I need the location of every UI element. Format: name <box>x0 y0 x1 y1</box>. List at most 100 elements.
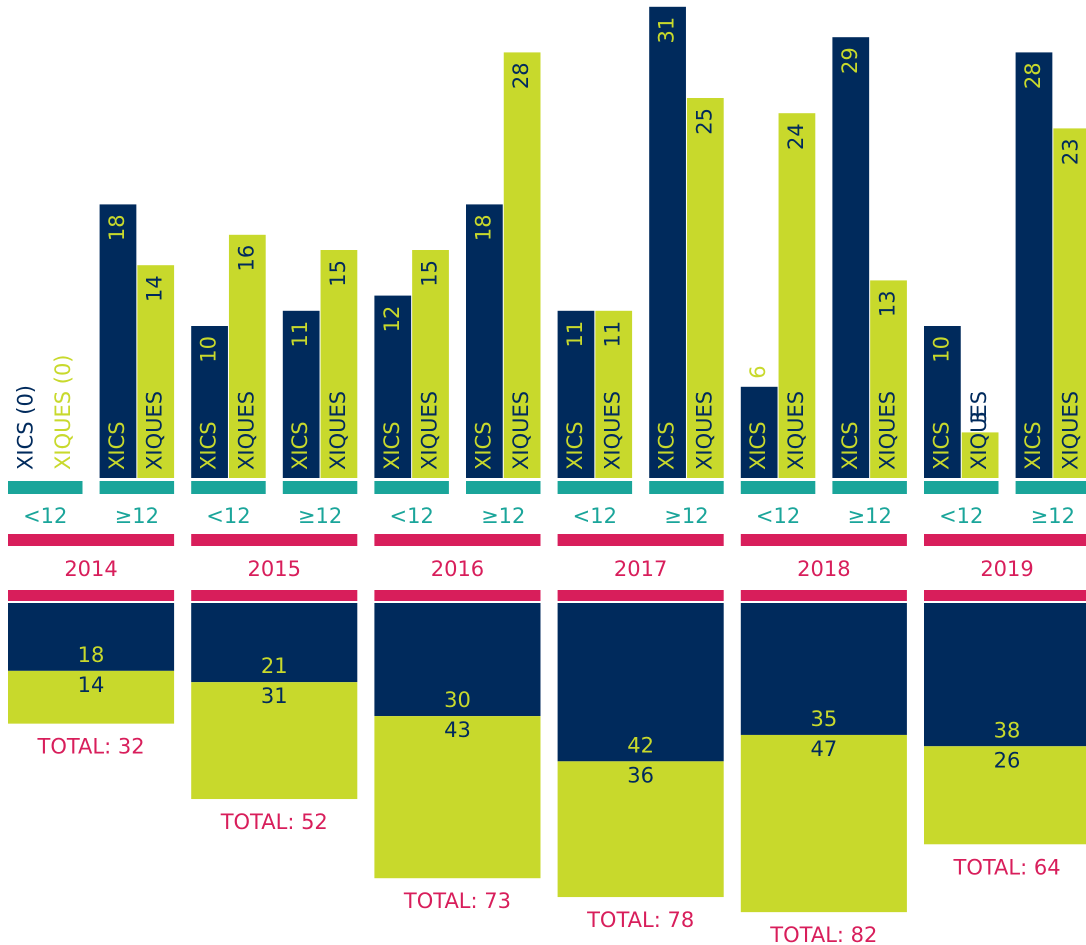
bar-value: 13 <box>876 290 900 317</box>
total-bar <box>924 746 1086 845</box>
bar-label: XIQUES (0) <box>51 355 75 471</box>
bar-series-label: XIQUES <box>692 391 716 470</box>
bar-value: 10 <box>929 336 953 363</box>
total-bar <box>557 761 724 898</box>
bar-value: 15 <box>418 260 442 287</box>
bar <box>374 295 412 478</box>
year-bar <box>924 590 1086 601</box>
bar-value: 11 <box>288 321 312 348</box>
age-bar <box>282 481 358 494</box>
bar-series-label: XICS <box>105 421 129 470</box>
bar <box>740 386 778 478</box>
year-label: 2016 <box>431 557 484 581</box>
year-bar <box>740 534 907 546</box>
total-label: TOTAL: 52 <box>220 810 328 834</box>
age-label: <12 <box>389 504 433 528</box>
bar <box>595 310 633 478</box>
age-label: ≥12 <box>115 504 159 528</box>
bar <box>649 6 686 479</box>
bar-series-label: XIQUES <box>784 391 808 470</box>
total-label: TOTAL: 78 <box>586 908 694 932</box>
year-bar <box>374 534 541 546</box>
total-value: 38 <box>994 718 1021 742</box>
bar-value: 15 <box>326 260 350 287</box>
bar-series-label: XICS <box>929 421 953 470</box>
age-bar <box>832 481 907 494</box>
age-label: <12 <box>206 504 250 528</box>
bar-value: 16 <box>234 245 258 272</box>
total-value: 35 <box>810 707 837 731</box>
year-bar <box>8 590 175 601</box>
bar-value: 28 <box>509 62 533 89</box>
total-bar <box>374 716 541 879</box>
bar-value: 11 <box>601 321 625 348</box>
total-bar <box>740 734 907 913</box>
age-bar <box>649 481 724 494</box>
total-label: TOTAL: 32 <box>37 735 145 759</box>
bar-series-label: XIQUES <box>509 391 533 470</box>
bar <box>686 98 724 478</box>
age-bar <box>191 481 266 494</box>
total-label: TOTAL: 82 <box>769 923 877 945</box>
age-label: <12 <box>573 504 617 528</box>
bar <box>557 310 595 478</box>
bar <box>1015 52 1053 479</box>
age-bar <box>740 481 816 494</box>
bar-value: 18 <box>105 214 129 241</box>
bar-value: 12 <box>380 306 404 333</box>
bar <box>961 432 999 478</box>
bar-series-label: XICS <box>380 421 404 470</box>
bar-series-label: XIQUES <box>234 391 258 470</box>
age-label: ≥12 <box>847 504 891 528</box>
total-bar <box>8 603 175 671</box>
age-bar <box>466 481 541 494</box>
total-value: 14 <box>78 673 105 697</box>
total-bar <box>557 603 724 762</box>
bar <box>412 250 449 478</box>
bar <box>778 113 816 478</box>
bar-value: 18 <box>471 214 495 241</box>
bar <box>466 204 503 478</box>
total-value: 30 <box>444 688 471 712</box>
total-bar <box>191 682 358 800</box>
year-label: 2018 <box>797 557 850 581</box>
age-label: <12 <box>23 504 67 528</box>
bar-value: 24 <box>784 123 808 150</box>
age-bar <box>374 481 449 494</box>
bar-series-label: XIQUES <box>143 391 167 470</box>
age-bar <box>924 481 999 494</box>
year-bar <box>557 590 724 601</box>
bar-series-label: XIQUES <box>876 391 900 470</box>
total-value: 36 <box>627 763 654 787</box>
bar-series-label: XICS <box>471 421 495 470</box>
age-label: ≥12 <box>664 504 708 528</box>
age-label: ≥12 <box>481 504 525 528</box>
bar <box>137 265 175 478</box>
total-value: 42 <box>627 733 654 757</box>
bar <box>1053 128 1086 478</box>
bar-value: 6 <box>746 365 770 378</box>
bar-value: 10 <box>197 336 221 363</box>
bar-series-label: XIQUES <box>326 391 350 470</box>
bar-value: 11 <box>563 321 587 348</box>
year-bar <box>557 534 724 546</box>
age-label: ≥12 <box>1031 504 1075 528</box>
bar <box>832 37 870 478</box>
year-bar <box>374 590 541 601</box>
bar <box>282 310 320 478</box>
bar-series-label: XICS <box>838 421 862 470</box>
year-bar <box>8 534 175 546</box>
bar <box>320 250 358 478</box>
bar-series-label: XICS <box>1021 421 1045 470</box>
year-bar <box>740 590 907 601</box>
age-label: <12 <box>756 504 800 528</box>
bar-label: XICS (0) <box>13 385 37 470</box>
total-bar <box>740 603 907 735</box>
bar <box>503 52 541 479</box>
total-value: 21 <box>261 654 288 678</box>
age-bar <box>1015 481 1086 494</box>
bar-series-label: XICS <box>197 421 221 470</box>
bar-series-label: XIQUES <box>601 391 625 470</box>
year-label: 2019 <box>980 557 1033 581</box>
